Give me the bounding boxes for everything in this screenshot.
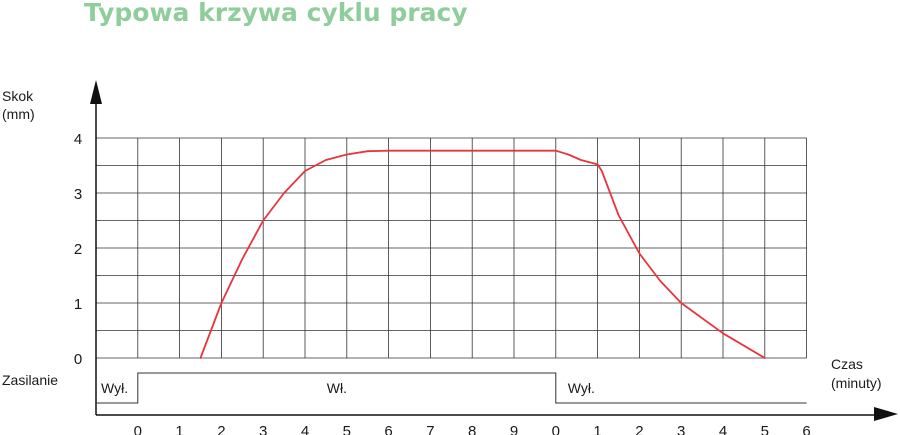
tick-labels: 0 1 2 3 4 0 1 2 3 4 5 6 7 8 9 0 1 2 3 4 5 6 xyxy=(74,131,811,435)
y-axis-arrow xyxy=(90,80,102,104)
y-tick-label: 1 xyxy=(74,296,82,313)
power-signal-line xyxy=(96,372,807,404)
x-tick-label: 0 xyxy=(134,423,142,435)
x-tick-label: 6 xyxy=(384,423,392,435)
y-axis-label-line-2: (mm) xyxy=(2,106,35,122)
x-axis-label-line-2: (minuty) xyxy=(831,375,882,391)
y-tick-label: 3 xyxy=(74,186,82,203)
x-tick-label: 4 xyxy=(719,423,727,435)
axes xyxy=(90,80,898,421)
power-segment-label: Wył. xyxy=(568,380,595,396)
grid xyxy=(96,137,807,359)
x-tick-label: 9 xyxy=(510,423,518,435)
chart-title: Typowa krzywa cyklu pracy xyxy=(84,0,468,27)
x-tick-label: 7 xyxy=(426,423,434,435)
y-tick-label: 2 xyxy=(74,241,82,258)
x-tick-label: 0 xyxy=(552,423,560,435)
x-axis-label-line-1: Czas xyxy=(831,356,863,372)
y-tick-label: 4 xyxy=(74,131,82,148)
x-tick-label: 5 xyxy=(761,423,769,435)
power-signal: Wył. Wł. Wył. xyxy=(96,372,807,404)
power-segment-label: Wł. xyxy=(327,380,347,396)
x-tick-label: 6 xyxy=(802,423,810,435)
x-axis-arrow xyxy=(874,407,898,421)
y-tick-label: 0 xyxy=(74,351,82,368)
x-tick-label: 3 xyxy=(259,423,267,435)
power-segment-label: Wył. xyxy=(101,380,128,396)
stroke-curve xyxy=(199,149,766,359)
power-label: Zasilanie xyxy=(2,372,58,388)
x-tick-label: 2 xyxy=(635,423,643,435)
x-tick-label: 2 xyxy=(217,423,225,435)
series-line xyxy=(199,149,766,359)
x-tick-label: 3 xyxy=(677,423,685,435)
x-tick-label: 5 xyxy=(343,423,351,435)
x-tick-label: 8 xyxy=(468,423,476,435)
x-tick-label: 1 xyxy=(175,423,183,435)
x-tick-label: 1 xyxy=(593,423,601,435)
y-axis-label-line-1: Skok xyxy=(2,88,34,104)
x-tick-label: 4 xyxy=(301,423,309,435)
